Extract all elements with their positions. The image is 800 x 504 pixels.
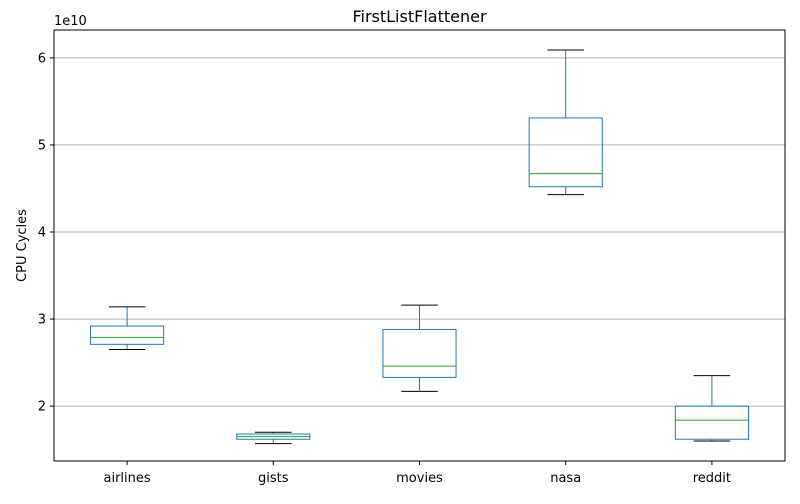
x-tick-label: reddit — [693, 471, 731, 486]
y-tick-label: 4 — [38, 226, 46, 241]
box-movies — [382, 304, 457, 392]
grid-lines — [54, 57, 785, 407]
box-airlines — [90, 306, 165, 351]
y-tick-label: 3 — [38, 313, 46, 328]
iqr-box — [528, 117, 603, 188]
x-tick-label: movies — [396, 471, 443, 486]
box-reddit — [674, 375, 749, 442]
iqr-box — [674, 405, 749, 440]
x-ticks: airlines gists movies nasa reddit — [104, 461, 731, 486]
y-axis-label: CPU Cycles — [15, 209, 30, 282]
y-tick-label: 2 — [38, 400, 46, 415]
iqr-box — [382, 329, 457, 378]
plot-area-frame — [53, 29, 786, 462]
chart-title: FirstListFlattener — [352, 7, 486, 26]
iqr-box — [90, 325, 165, 345]
box-nasa — [528, 49, 603, 196]
x-tick-label: nasa — [550, 471, 581, 486]
y-tick-label: 5 — [38, 138, 46, 153]
y-axis-offset-label: 1e10 — [54, 14, 87, 29]
box-gists — [236, 431, 311, 445]
y-ticks: 2 3 4 5 6 — [38, 51, 54, 415]
boxes-layer — [90, 49, 749, 445]
x-tick-label: gists — [258, 471, 289, 486]
x-tick-label: airlines — [104, 471, 151, 486]
y-tick-label: 6 — [38, 51, 46, 66]
